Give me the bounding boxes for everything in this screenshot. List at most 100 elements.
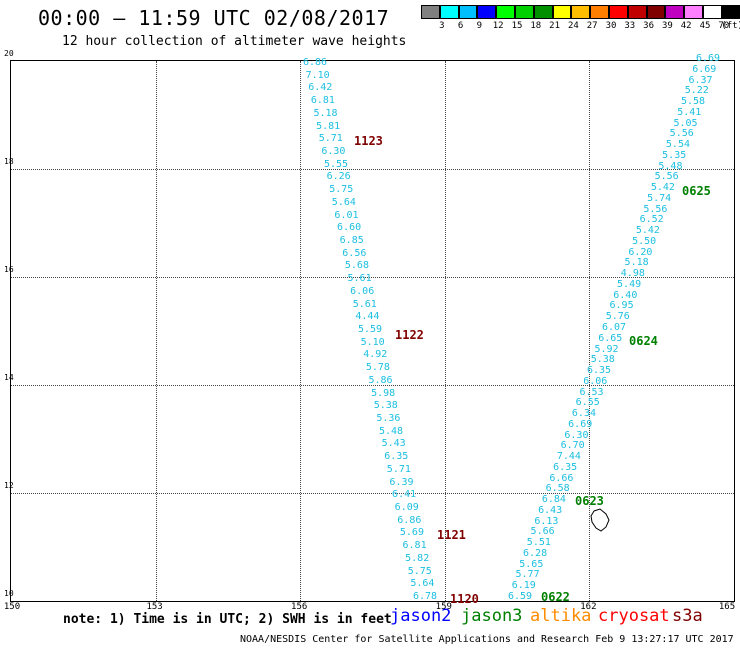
satellite-legend-item: jason2 xyxy=(390,606,452,626)
wave-height-label: 5.68 xyxy=(344,260,369,272)
wave-height-label: 5.61 xyxy=(347,273,372,285)
colorbar-swatch xyxy=(458,5,478,19)
colorbar-swatch xyxy=(608,5,628,19)
wave-height-label: 6.09 xyxy=(394,502,419,513)
wave-height-label: 4.44 xyxy=(355,311,380,323)
wave-height-label: 5.74 xyxy=(647,192,672,204)
colorbar-label: 24 xyxy=(567,21,579,31)
wave-height-label: 6.06 xyxy=(583,375,608,387)
wave-height-label: 5.50 xyxy=(632,235,657,247)
wave-height-label: 5.82 xyxy=(405,552,430,564)
wave-height-label: 6.95 xyxy=(609,300,634,312)
colorbar-swatch xyxy=(477,5,497,19)
wave-height-label: 6.53 xyxy=(579,386,604,398)
longitude-tick-label: 156 xyxy=(291,602,308,612)
wave-height-label: 5.38 xyxy=(373,400,398,412)
wave-height-label: 6.52 xyxy=(639,214,664,226)
colorbar-swatch xyxy=(627,5,647,19)
wave-height-label: 6.35 xyxy=(586,365,612,377)
wave-height-label: 5.42 xyxy=(650,182,675,194)
wave-height-label: 5.51 xyxy=(526,537,551,549)
wave-height-label: 6.59 xyxy=(508,591,533,602)
colorbar-swatch xyxy=(646,5,666,19)
wave-height-label: 5.48 xyxy=(658,160,683,172)
wave-height-label: 5.58 xyxy=(680,96,706,108)
colorbar-swatch xyxy=(439,5,459,19)
pass-time-label: 1123 xyxy=(354,134,383,148)
wave-height-label: 5.18 xyxy=(313,107,338,119)
wave-height-label: 5.36 xyxy=(376,413,401,424)
wave-height-label: 5.54 xyxy=(665,139,690,151)
wave-height-label: 5.65 xyxy=(519,558,544,570)
wave-height-label: 5.98 xyxy=(371,387,396,399)
wave-height-label: 6.56 xyxy=(342,247,367,259)
gridline-horizontal xyxy=(11,493,734,494)
pass-time-label: 0623 xyxy=(575,494,604,508)
wave-height-label: 5.43 xyxy=(381,438,406,450)
colorbar-label: 27 xyxy=(586,21,598,31)
wave-height-label: 5.92 xyxy=(594,343,619,355)
wave-height-label: 7.44 xyxy=(556,451,581,463)
map-title: 00:00 — 11:59 UTC 02/08/2017 xyxy=(38,6,390,30)
wave-height-label: 5.64 xyxy=(410,578,435,590)
colorbar-swatch xyxy=(496,5,515,19)
gridline-horizontal xyxy=(11,385,734,386)
wave-height-label: 5.56 xyxy=(669,128,694,140)
wave-height-label: 6.85 xyxy=(339,235,364,246)
satellite-legend-item: jason3 xyxy=(461,606,523,626)
pass-time-label: 0624 xyxy=(629,334,658,348)
colorbar-label: 6 xyxy=(457,21,464,31)
longitude-tick-label: 162 xyxy=(580,602,597,612)
colorbar-label: 21 xyxy=(549,21,561,31)
colorbar-label: 9 xyxy=(476,21,483,31)
wave-height-label: 6.42 xyxy=(308,82,333,94)
wave-height-label: 5.49 xyxy=(617,278,642,290)
colorbar-swatch xyxy=(590,5,609,19)
wave-height-label: 6.01 xyxy=(334,209,359,221)
colorbar-label: 42 xyxy=(680,21,692,31)
color-legend xyxy=(421,5,740,19)
colorbar-swatch xyxy=(721,5,740,19)
wave-height-label: 6.69 xyxy=(692,63,717,75)
colorbar-swatch xyxy=(702,5,722,19)
wave-height-label: 6.07 xyxy=(602,322,627,333)
wave-height-label: 6.65 xyxy=(598,332,623,344)
wave-height-label: 6.81 xyxy=(310,95,335,107)
wave-height-label: 6.70 xyxy=(560,440,585,452)
pass-time-label: 1122 xyxy=(395,328,424,342)
wave-height-label: 6.41 xyxy=(392,489,417,501)
wave-height-label: 5.71 xyxy=(386,463,411,475)
wave-height-label: 5.71 xyxy=(318,133,343,145)
latitude-tick-label: 18 xyxy=(4,157,14,166)
wave-height-label: 5.42 xyxy=(635,225,660,237)
wave-height-label: 6.37 xyxy=(688,74,713,86)
colorbar-swatch xyxy=(421,5,440,19)
latitude-tick-label: 10 xyxy=(4,589,14,598)
colorbar-label: 39 xyxy=(661,21,673,31)
colorbar-label: 30 xyxy=(605,21,617,31)
gridline-vertical xyxy=(444,61,446,601)
wave-height-label: 5.55 xyxy=(323,158,349,170)
longitude-tick-label: 165 xyxy=(718,602,736,612)
colorbar-swatch xyxy=(684,5,703,19)
wave-height-label: 6.58 xyxy=(545,483,570,495)
wave-height-label: 5.05 xyxy=(673,117,698,129)
wave-height-label: 6.40 xyxy=(613,289,638,301)
wave-height-label: 6.43 xyxy=(538,504,563,516)
gridline-vertical xyxy=(155,61,157,601)
wave-height-label: 6.28 xyxy=(523,547,548,559)
map-plot-area xyxy=(10,60,735,602)
latitude-tick-label: 16 xyxy=(4,265,14,274)
wave-height-label: 4.98 xyxy=(620,268,645,280)
colorbar-label: 15 xyxy=(511,21,523,31)
wave-height-label: 6.69 xyxy=(568,418,593,430)
colorbar-label: 12 xyxy=(492,21,504,31)
wave-height-label: 5.48 xyxy=(378,425,404,437)
wave-height-label: 6.60 xyxy=(337,222,362,234)
wave-height-label: 5.10 xyxy=(360,336,385,348)
wave-height-label: 6.13 xyxy=(534,515,559,527)
footer-credit: NOAA/NESDIS Center for Satellite Applica… xyxy=(240,634,734,645)
wave-height-label: 6.66 xyxy=(549,472,574,484)
colorbar-swatch xyxy=(533,5,553,19)
